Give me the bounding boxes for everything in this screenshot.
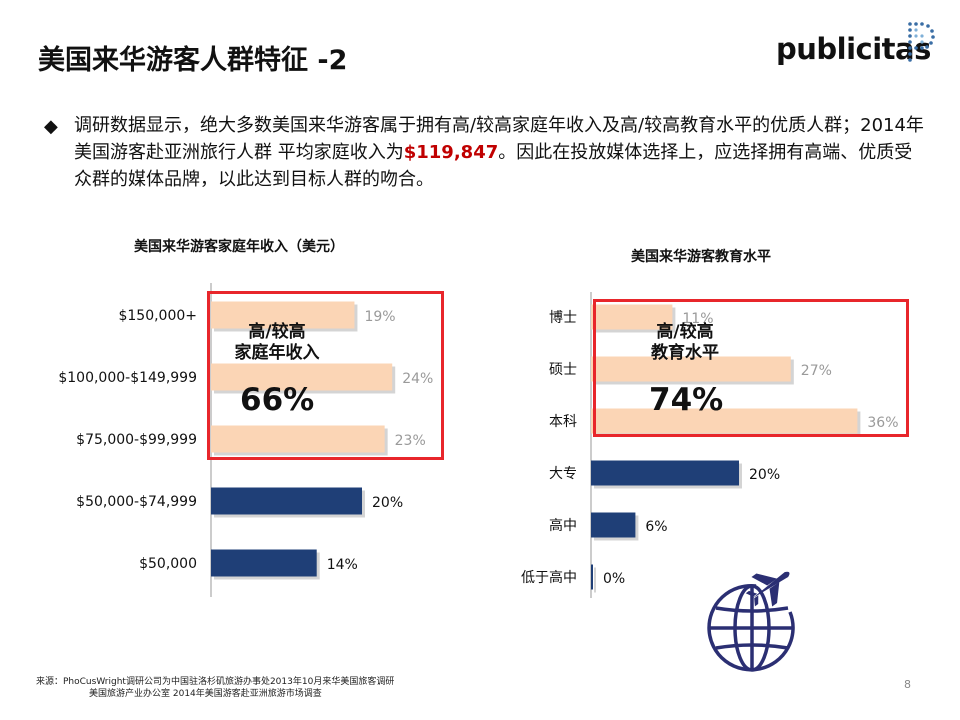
education-callout-line2: 教育水平 (651, 343, 719, 363)
income-chart: $150,000+ 19% $100,000-$149,999 24% $75,000-… (58, 283, 433, 597)
education-callout-label: 高/较高 教育水平 (630, 322, 740, 364)
category-label: $50,000 (139, 556, 197, 572)
category-label: $100,000-$149,999 (58, 370, 197, 386)
bar (591, 356, 791, 382)
income-callout-pct: 66% (240, 382, 315, 418)
bar (591, 460, 739, 486)
education-chart-title: 美国来华游客教育水平 (631, 249, 771, 265)
category-label: 低于高中 (521, 569, 577, 586)
summary-text-end: 。因此在投放媒体选择上，应选择拥有高端、优质受众群的媒体品牌，以此达到目标人群的… (74, 142, 913, 190)
publicitas-logo: publicitas (776, 32, 931, 66)
summary-text: 调研数据显示，绝大多数美国来华游客属于拥有高/较高家庭年收入及高/较高教育水平的… (74, 115, 924, 163)
category-label: 硕士 (549, 362, 577, 378)
average-income-highlight: $119,847 (403, 142, 499, 163)
data-label: 36% (867, 415, 898, 431)
publicitas-logo-icon (908, 22, 935, 62)
data-label: 14% (327, 557, 358, 573)
income-callout-line2: 家庭年收入 (234, 343, 320, 363)
bar (211, 549, 317, 577)
data-label: 19% (364, 309, 395, 325)
globe-airplane-icon (707, 571, 795, 672)
category-label: 本科 (549, 414, 577, 430)
bar-shadow (594, 567, 596, 593)
data-label: 11% (682, 311, 713, 327)
data-label: 20% (372, 495, 403, 511)
category-label: 大专 (549, 466, 577, 482)
category-label: $150,000+ (118, 308, 197, 324)
education-chart: 博士 11% 硕士 27% 本科 36% 大专 20% 高中 6% 低于高中 0% (521, 292, 899, 598)
data-label: 24% (402, 371, 433, 387)
bar (211, 301, 355, 329)
data-label: 6% (645, 519, 667, 535)
page-number: 8 (904, 678, 911, 691)
bar (211, 487, 362, 515)
category-label: $50,000-$74,999 (76, 494, 197, 510)
income-highlight-box (207, 291, 444, 460)
category-label: 博士 (549, 309, 577, 326)
income-callout-label: 高/较高 家庭年收入 (222, 322, 332, 364)
data-label: 27% (801, 363, 832, 379)
income-chart-title: 美国来华游客家庭年收入（美元） (134, 239, 344, 255)
category-label: 高中 (549, 517, 577, 534)
bar (591, 408, 858, 434)
education-callout-line1: 高/较高 (656, 322, 714, 342)
bullet-diamond-icon: ◆ (44, 116, 58, 137)
slide-title: 美国来华游客人群特征 -2 (38, 45, 348, 76)
data-label: 20% (749, 467, 780, 483)
source-line-2: 美国旅游产业办公室 2014年美国游客赴亚洲旅游市场调查 (89, 689, 322, 699)
data-label: 0% (603, 571, 625, 587)
summary-paragraph: 调研数据显示，绝大多数美国来华游客属于拥有高/较高家庭年收入及高/较高教育水平的… (74, 112, 924, 193)
data-label: 23% (395, 433, 426, 449)
education-highlight-box (593, 299, 909, 437)
bar (591, 304, 673, 330)
bar (591, 512, 636, 538)
source-line-1: 来源：PhoCusWright调研公司为中国驻洛杉矶旅游办事处2013年10月来… (36, 677, 395, 687)
category-label: $75,000-$99,999 (76, 432, 197, 448)
bar (211, 425, 385, 453)
source-note: 来源：PhoCusWright调研公司为中国驻洛杉矶旅游办事处2013年10月来… (36, 676, 394, 700)
income-callout-line1: 高/较高 (248, 322, 306, 342)
bar (591, 564, 593, 590)
bar (211, 363, 393, 391)
education-callout-pct: 74% (649, 382, 724, 418)
